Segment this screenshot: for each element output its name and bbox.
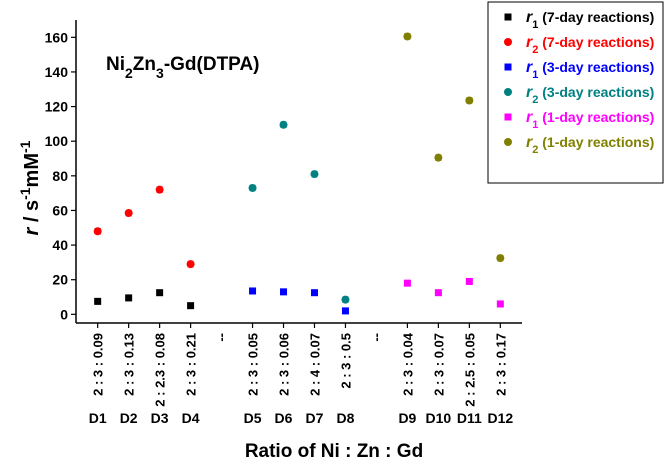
legend-item: r2 (1-day reactions) [504, 134, 654, 156]
data-point [156, 289, 164, 297]
axis-break-label: -- [214, 333, 229, 342]
data-marks [93, 32, 505, 315]
y-tick-label: 60 [52, 202, 68, 218]
series-4 [248, 120, 350, 304]
legend-box [487, 1, 664, 184]
legend: r1 (7-day reactions) r2 (7-day reactions)… [487, 1, 664, 184]
y-axis-label: r / s-1mM-1 [17, 140, 43, 235]
y-tick-label: 20 [52, 272, 68, 288]
series-3 [249, 287, 349, 315]
category-id-label: D5 [244, 410, 262, 426]
x-tick-label: 2 : 3 : 0.09 [91, 333, 106, 396]
legend-item: r2 (7-day reactions) [504, 34, 654, 56]
data-point [310, 289, 318, 297]
category-id-label: D8 [337, 410, 355, 426]
legend-marker [504, 38, 512, 46]
x-tick-label: 2 : 3 : 0.04 [400, 332, 415, 396]
data-point [279, 120, 288, 129]
data-point [496, 254, 505, 263]
legend-item: r2 (3-day reactions) [504, 84, 654, 106]
y-tick-label: 80 [52, 168, 68, 184]
category-id-label: D1 [89, 410, 107, 426]
category-id-label: D9 [398, 410, 416, 426]
data-point [155, 185, 164, 194]
x-axis-label: Ratio of Ni : Zn : Gd [245, 441, 423, 462]
category-id-label: D7 [306, 410, 324, 426]
category-id-label: D4 [182, 410, 200, 426]
data-point [341, 307, 349, 315]
legend-label: r1 (3-day reactions) [526, 59, 654, 81]
legend-marker [504, 138, 512, 146]
data-point [310, 170, 319, 179]
x-tick-label: 2 : 2.3 : 0.08 [153, 333, 168, 407]
data-point [465, 96, 474, 105]
category-id-label: D2 [120, 410, 138, 426]
x-tick-label: 2 : 3 : 0.07 [431, 333, 446, 396]
category-id-label: D6 [275, 410, 293, 426]
chart-title: Ni2Zn3-Gd(DTPA) [106, 54, 260, 81]
data-point [93, 227, 102, 236]
series-6 [403, 32, 505, 263]
y-tick-label: 140 [45, 64, 69, 80]
legend-label: r2 (1-day reactions) [526, 134, 654, 156]
data-point [341, 295, 350, 304]
series-1 [94, 289, 195, 310]
data-point [186, 260, 195, 269]
data-point [465, 277, 473, 285]
x-tick-label: 2 : 3 : 0.21 [184, 333, 199, 396]
y-tick-label: 0 [60, 306, 68, 322]
data-point [248, 183, 257, 192]
x-tick-label: 2 : 2.5 : 0.05 [462, 333, 477, 407]
legend-item: r1 (3-day reactions) [504, 59, 654, 81]
data-point [187, 302, 195, 310]
legend-marker [504, 13, 512, 21]
legend-label: r2 (3-day reactions) [526, 84, 654, 106]
data-point [403, 279, 411, 287]
y-tick-label: 160 [45, 29, 69, 45]
x-axis: 2 : 3 : 0.09 D1 2 : 3 : 0.13 D2 2 : 2.3 : 0.… [76, 322, 522, 426]
y-tick-label: 40 [52, 237, 68, 253]
legend-label: r1 (1-day reactions) [526, 109, 654, 131]
category-id-label: D3 [151, 410, 169, 426]
data-point [125, 294, 133, 302]
y-tick-label: 120 [45, 99, 69, 115]
x-tick-label: 2 : 3 : 0.13 [122, 333, 137, 396]
data-point [124, 209, 133, 218]
legend-marker [504, 113, 512, 121]
x-tick-label: 2 : 3 : 0.17 [493, 333, 508, 396]
data-point [496, 300, 504, 308]
data-point [280, 288, 288, 296]
data-point [434, 289, 442, 297]
x-tick-label: 2 : 4 : 0.07 [307, 333, 322, 396]
category-id-label: D11 [457, 410, 482, 426]
legend-label: r1 (7-day reactions) [526, 9, 654, 31]
x-tick-label: 2 : 3 : 0.06 [277, 333, 292, 396]
data-point [403, 32, 412, 41]
axis-break-label: -- [368, 333, 383, 342]
x-tick-label: 2 : 3 : 0.05 [246, 333, 261, 396]
category-id-label: D10 [426, 410, 452, 426]
data-point [249, 287, 257, 295]
category-id-label: D12 [487, 410, 513, 426]
data-point [434, 153, 443, 162]
y-axis: 0 20 40 60 80 100 120 140 160 [45, 20, 77, 323]
y-tick-label: 100 [45, 133, 69, 149]
legend-marker [504, 88, 512, 96]
legend-item: r1 (7-day reactions) [504, 9, 654, 31]
legend-marker [504, 63, 512, 71]
data-point [94, 297, 102, 305]
series-2 [93, 185, 195, 269]
series-5 [403, 277, 504, 308]
x-tick-label: 2 : 3 : 0.5 [338, 333, 353, 389]
legend-label: r2 (7-day reactions) [526, 34, 654, 56]
legend-item: r1 (1-day reactions) [504, 109, 654, 131]
